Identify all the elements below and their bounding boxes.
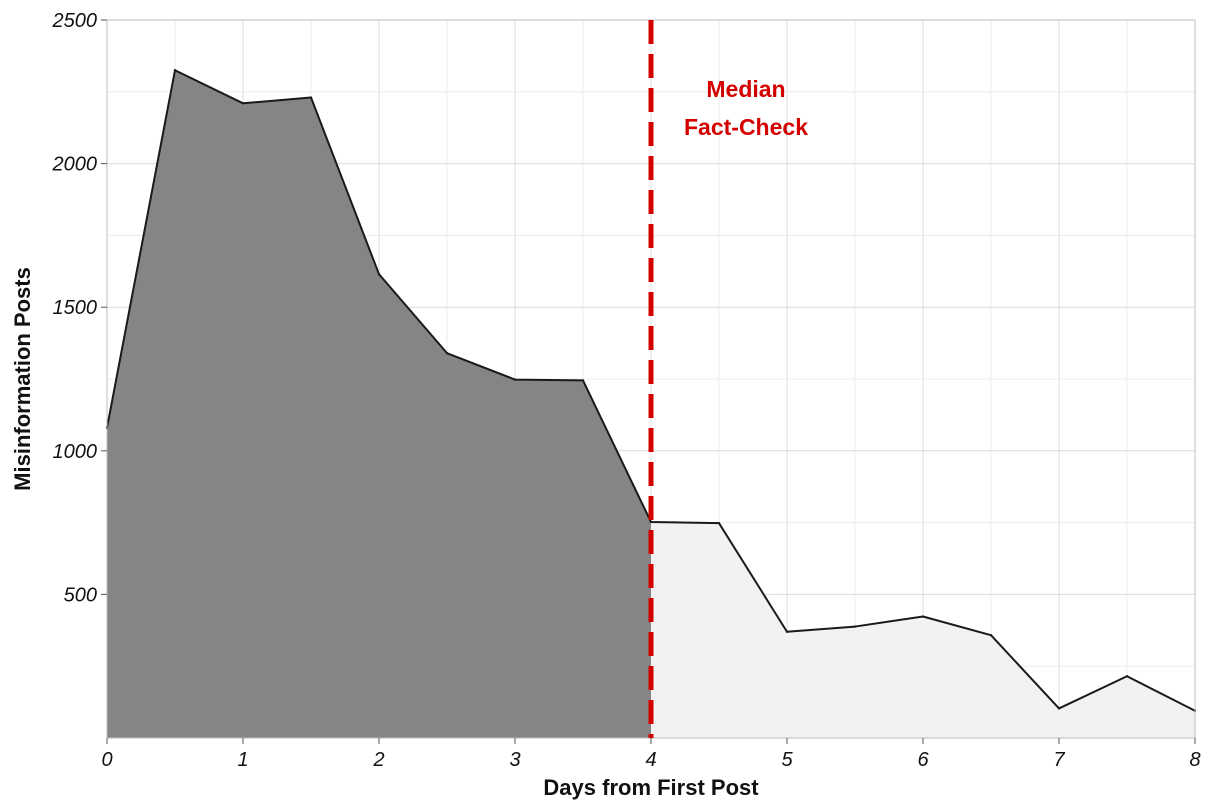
x-tick-label: 6 xyxy=(917,749,929,771)
data-point xyxy=(649,520,653,524)
data-point xyxy=(921,615,925,618)
data-point xyxy=(785,630,789,633)
x-axis-title: Days from First Post xyxy=(543,775,759,800)
y-tick-label: 500 xyxy=(64,584,97,606)
area-before-fact-check xyxy=(107,70,651,738)
data-point xyxy=(581,379,585,382)
data-point xyxy=(513,378,517,381)
data-point xyxy=(1125,675,1129,678)
data-point xyxy=(377,272,381,276)
x-tick-label: 0 xyxy=(101,749,112,771)
data-point xyxy=(989,633,993,637)
y-tick-label: 1000 xyxy=(53,441,98,463)
x-tick-label: 4 xyxy=(645,749,656,771)
x-tick-label: 5 xyxy=(781,749,793,771)
data-point xyxy=(241,102,245,105)
annotation-label: Median xyxy=(706,76,785,102)
data-point xyxy=(1057,707,1061,710)
annotation-label: Fact-Check xyxy=(684,114,808,140)
y-tick-label: 2000 xyxy=(52,154,98,176)
data-point xyxy=(853,625,857,628)
data-point xyxy=(309,96,313,99)
data-point xyxy=(717,521,721,525)
y-axis-title: Misinformation Posts xyxy=(10,267,35,491)
x-tick-label: 1 xyxy=(237,749,248,771)
y-tick-label: 1500 xyxy=(53,297,98,319)
data-point xyxy=(173,69,177,72)
area-layer xyxy=(105,69,1197,738)
y-tick-label: 2500 xyxy=(52,10,98,32)
annotation-layer: Median Fact-Check xyxy=(648,20,808,738)
data-point xyxy=(445,351,449,355)
x-tick-label: 2 xyxy=(372,749,384,771)
x-tick-label: 7 xyxy=(1053,749,1065,771)
x-tick-label: 3 xyxy=(509,749,520,771)
x-tick-label: 8 xyxy=(1189,749,1200,771)
area-after-fact-check xyxy=(651,522,1195,738)
